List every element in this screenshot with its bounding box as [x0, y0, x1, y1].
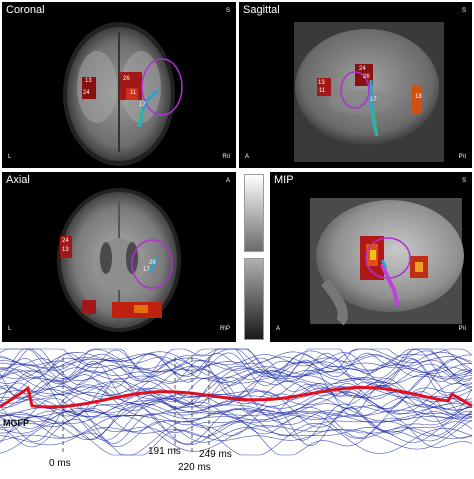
eeg-trace — [0, 427, 473, 442]
eeg-trace — [0, 348, 473, 382]
eeg-trace — [0, 369, 473, 385]
region-label: 26 — [363, 74, 370, 80]
eeg-trace — [0, 354, 472, 374]
panel-title: Axial — [6, 174, 30, 186]
colorbar-lower — [244, 258, 264, 340]
panel-title: MIP — [274, 174, 294, 186]
region-label: 17 — [143, 267, 150, 273]
region-label: 13 — [62, 247, 69, 253]
eeg-trace — [0, 409, 473, 419]
orientation-label: A — [276, 326, 281, 332]
region-label: 24 — [359, 66, 366, 72]
eeg-trace — [0, 381, 473, 410]
axial-brain-image — [57, 188, 181, 332]
mip-brain-image — [310, 198, 464, 326]
orientation-label: A — [245, 154, 250, 160]
eeg-trace — [0, 348, 473, 384]
eeg-trace — [0, 386, 473, 406]
region-label: 11 — [319, 88, 326, 94]
eeg-trace — [0, 418, 473, 448]
eeg-trace — [0, 348, 473, 379]
orientation-label: L — [8, 154, 12, 160]
time-label: 191 ms — [148, 446, 181, 457]
region-label: 24 — [83, 90, 90, 96]
eeg-trace — [0, 383, 473, 415]
eeg-trace — [0, 403, 473, 424]
region-label: 17 — [139, 102, 146, 108]
eeg-trace — [0, 390, 473, 418]
waveform-area[interactable]: MGFP 0 ms 191 ms 220 ms 249 ms — [0, 345, 474, 474]
region-label: 24 — [62, 238, 69, 244]
mgfp-trace — [0, 385, 473, 409]
panel-title: Sagittal — [243, 4, 280, 16]
waveform-plot — [0, 348, 473, 456]
eeg-trace — [0, 408, 473, 435]
eeg-trace — [0, 411, 473, 446]
region-label: 18 — [415, 94, 422, 100]
region-label: 17 — [370, 97, 377, 103]
orientation-label: L — [8, 326, 12, 332]
axial-panel[interactable]: Axial A L R\P 24 13 26 17 — [2, 172, 236, 342]
orientation-label: R\P — [219, 326, 230, 332]
region-label: 11 — [130, 90, 137, 96]
sagittal-brain-image — [294, 22, 444, 162]
region-label: 13 — [318, 80, 325, 86]
coronal-brain-image — [63, 22, 183, 166]
region-label: 26 — [123, 76, 130, 82]
coronal-panel[interactable]: Coronal S L R\I 13 26 11 24 17 — [2, 2, 236, 168]
eeg-trace — [0, 370, 473, 403]
eeg-trace — [0, 357, 473, 381]
eeg-trace — [0, 362, 473, 391]
region-label: 13 — [85, 78, 92, 84]
colorbar-upper — [244, 174, 264, 252]
orientation-label: P\I — [458, 154, 466, 160]
eeg-traces — [0, 348, 473, 456]
mgfp-label: MGFP — [3, 418, 29, 428]
orientation-label: A — [225, 178, 230, 184]
eeg-trace — [0, 349, 473, 387]
orientation-label: S — [225, 8, 230, 14]
eeg-trace — [0, 367, 473, 399]
time-label: 0 ms — [49, 458, 71, 469]
orientation-label: S — [461, 8, 466, 14]
orientation-label: R\I — [222, 154, 230, 160]
eeg-trace — [0, 386, 473, 413]
orientation-label: S — [461, 178, 466, 184]
eeg-trace — [0, 415, 473, 452]
eeg-trace — [0, 420, 473, 456]
eeg-trace — [0, 407, 473, 424]
orientation-label: P\I — [458, 326, 466, 332]
mip-panel[interactable]: MIP S A P\I — [270, 172, 472, 342]
colorbar — [238, 172, 268, 342]
eeg-trace — [0, 406, 473, 445]
time-label: 249 ms — [199, 449, 232, 460]
time-label: 220 ms — [178, 462, 211, 473]
panel-title: Coronal — [6, 4, 45, 16]
sagittal-panel[interactable]: Sagittal S A P\I 24 13 26 11 17 18 — [239, 2, 472, 168]
region-label: 26 — [149, 260, 156, 266]
